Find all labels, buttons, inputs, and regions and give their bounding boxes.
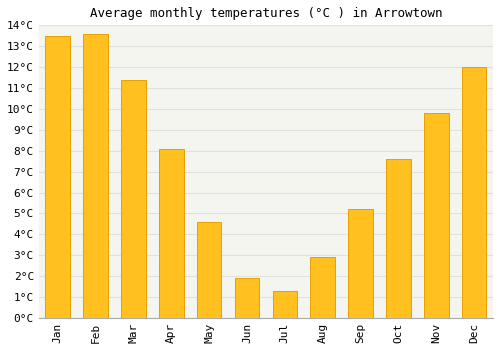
Bar (310, 257, 335, 318)
Bar (462, 67, 486, 318)
Bar (424, 113, 448, 318)
Bar (121, 80, 146, 318)
Bar (46, 36, 70, 318)
Bar (197, 222, 222, 318)
Bar (386, 159, 410, 318)
Bar (272, 291, 297, 318)
Bar (348, 209, 373, 318)
Bar (84, 34, 108, 318)
Bar (159, 149, 184, 318)
Title: Average monthly temperatures (°C ) in Arrowtown: Average monthly temperatures (°C ) in Ar… (90, 7, 442, 20)
Bar (234, 278, 260, 318)
